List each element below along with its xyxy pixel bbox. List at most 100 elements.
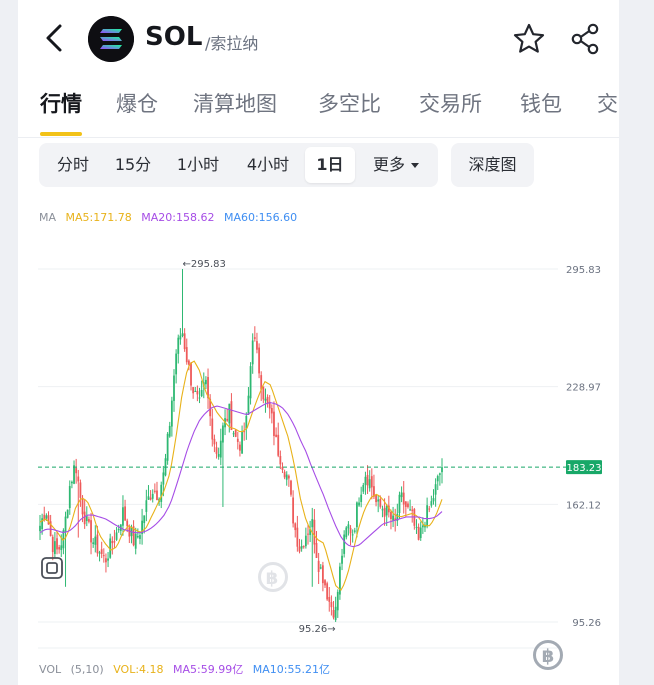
- candle-body: [41, 518, 44, 529]
- candle-body: [241, 431, 243, 454]
- tab-more-cut[interactable]: 交: [597, 92, 618, 116]
- candle-body: [283, 471, 286, 478]
- candle-body: [373, 486, 375, 497]
- candle-body: [375, 494, 377, 503]
- tab-wallet[interactable]: 钱包: [520, 92, 562, 116]
- candle-body: [149, 497, 152, 500]
- candle-body: [256, 341, 258, 350]
- candle-body: [162, 472, 165, 485]
- candle-body: [270, 408, 273, 414]
- interval-selector: 分时 15分 1小时 4小时 1日 更多: [39, 143, 438, 187]
- candle-body: [60, 545, 63, 551]
- candle-body: [275, 434, 277, 437]
- candle-body: [134, 533, 137, 549]
- interval-1d[interactable]: 1日: [305, 147, 355, 183]
- candle-body: [262, 386, 265, 400]
- interval-timeline[interactable]: 分时: [56, 155, 89, 174]
- candle-body: [277, 434, 280, 456]
- candle-body: [39, 525, 41, 532]
- candle-body: [81, 497, 84, 515]
- high-annotation: ←295.83: [183, 259, 226, 270]
- ma60-value: MA60:156.60: [223, 211, 298, 224]
- candle-body: [109, 538, 112, 558]
- watermark-center: ฿: [258, 558, 292, 593]
- candle-body: [366, 474, 369, 486]
- candle-body: [226, 418, 229, 421]
- candle-body: [194, 390, 197, 392]
- candle-body: [428, 508, 431, 510]
- candle-body: [417, 526, 420, 540]
- candle-body: [141, 520, 143, 534]
- candle-body: [207, 377, 209, 399]
- chart-tools-icon[interactable]: [40, 556, 64, 580]
- candle-body: [311, 519, 314, 528]
- vol-ma5: MA5:59.99亿: [173, 663, 244, 676]
- interval-more-label: 更多: [372, 155, 405, 174]
- candle-body: [173, 375, 175, 401]
- candle-body: [362, 484, 365, 492]
- ma-title: MA: [39, 211, 57, 224]
- candle-body: [360, 494, 363, 502]
- candle-body: [145, 500, 148, 512]
- share-icon[interactable]: [569, 22, 601, 56]
- candle-body: [205, 379, 207, 385]
- candle-body: [185, 347, 188, 363]
- favorite-star-icon[interactable]: [512, 22, 546, 56]
- candle-body: [379, 499, 382, 507]
- candle-body: [85, 516, 88, 522]
- candle-body: [370, 476, 373, 488]
- candle-body: [51, 536, 54, 553]
- candle-body: [421, 525, 424, 528]
- candle-body: [77, 476, 80, 482]
- tab-exchanges[interactable]: 交易所: [419, 92, 482, 116]
- depth-chart-button[interactable]: 深度图: [451, 143, 534, 187]
- candle-body: [234, 429, 237, 437]
- candle-body: [400, 492, 403, 498]
- tabs-divider: [18, 137, 619, 138]
- candle-body: [58, 547, 61, 550]
- candle-body: [43, 514, 46, 520]
- candle-body: [349, 527, 352, 534]
- last-price-tag: [566, 460, 602, 475]
- candle-body: [266, 396, 269, 404]
- candle-body: [343, 534, 346, 554]
- ma20-line: [39, 402, 443, 548]
- interval-15m[interactable]: 15分: [114, 155, 152, 174]
- tab-liquidation[interactable]: 爆仓: [116, 92, 158, 116]
- candle-body: [281, 466, 284, 470]
- candle-body: [368, 479, 371, 489]
- tab-liquidation-map[interactable]: 清算地图: [193, 92, 277, 116]
- candle-body: [126, 520, 129, 527]
- candle-body: [64, 516, 67, 533]
- candle-body: [217, 454, 220, 457]
- candle-body: [92, 542, 95, 544]
- candle-body: [290, 480, 292, 495]
- interval-1h[interactable]: 1小时: [176, 155, 220, 174]
- interval-4h[interactable]: 4小时: [246, 155, 290, 174]
- candle-body: [102, 555, 105, 557]
- tab-market[interactable]: 行情: [40, 88, 82, 136]
- candle-body: [219, 440, 222, 458]
- quote-page: SOL /索拉纳 行情 爆仓 清算地图 多空比 交易所 钱包 交 分时 15分 …: [18, 0, 619, 685]
- candle-body: [432, 498, 435, 502]
- candle-body: [75, 467, 78, 474]
- tab-long-short-ratio[interactable]: 多空比: [318, 92, 381, 116]
- watermark-corner: ฿: [533, 640, 567, 670]
- candle-body: [94, 536, 97, 545]
- ma5-line: [39, 360, 443, 592]
- candle-body: [245, 415, 248, 430]
- candlestick-chart[interactable]: 295.83 228.97 162.12 95.26 183.23 ←295.83 95.2…: [18, 0, 619, 685]
- candle-body: [156, 490, 158, 501]
- candle-body: [345, 527, 348, 538]
- candle-body: [381, 509, 384, 511]
- candle-body: [179, 335, 182, 340]
- candle-body: [258, 347, 260, 374]
- candle-body: [83, 511, 86, 525]
- price-tick-label: 162.12: [566, 500, 601, 511]
- candle-body: [213, 438, 216, 445]
- back-arrow-icon[interactable]: [40, 20, 70, 56]
- interval-more[interactable]: 更多: [361, 147, 431, 183]
- vol-params: (5,10): [70, 663, 104, 676]
- candle-body: [113, 541, 116, 543]
- candle-body: [128, 527, 131, 537]
